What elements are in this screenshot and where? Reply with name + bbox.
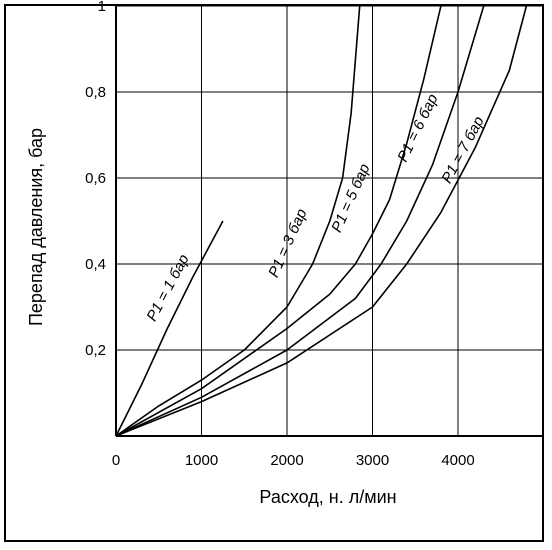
x-axis-title: Расход, н. л/мин <box>259 487 396 507</box>
y-axis-title: Перепад давления, бар <box>26 128 46 326</box>
series-line <box>115 5 528 437</box>
series-label: P1 = 7 бар <box>438 114 487 187</box>
x-tick-label: 1000 <box>185 452 218 469</box>
x-tick-label: 0 <box>112 452 120 469</box>
x-tick-label: 4000 <box>441 452 474 469</box>
series-line <box>115 5 361 437</box>
y-tick-label: 0,8 <box>85 84 106 101</box>
series-line <box>115 220 224 437</box>
series-label: P1 = 3 бар <box>265 206 310 280</box>
x-tick-label: 2000 <box>270 452 303 469</box>
y-tick-label: 0,2 <box>85 342 106 359</box>
series-line <box>115 5 442 437</box>
y-tick-label: 0,6 <box>85 170 106 187</box>
series-label: P1 = 5 бар <box>328 161 373 235</box>
x-tick-label: 3000 <box>356 452 389 469</box>
series-label: P1 = 1 бар <box>143 252 192 325</box>
chart-frame <box>4 4 544 542</box>
y-tick-label: 1 <box>98 0 106 15</box>
y-tick-label: 0,4 <box>85 256 106 273</box>
series-line <box>115 5 485 437</box>
